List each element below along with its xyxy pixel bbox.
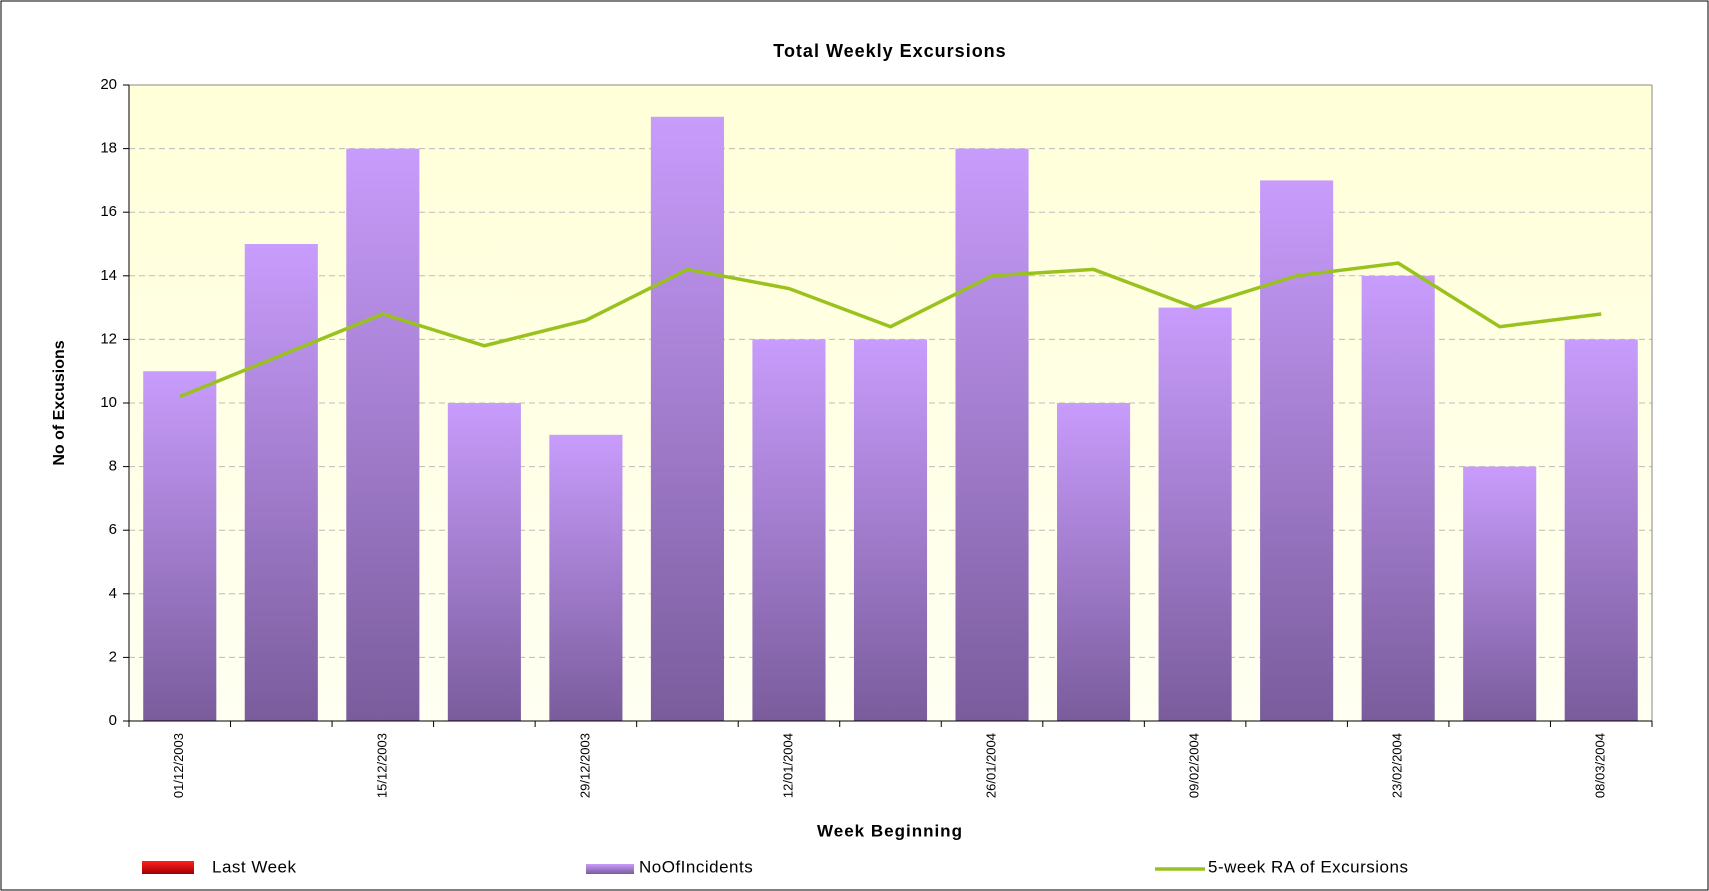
y-tick-label: 12 bbox=[100, 330, 117, 347]
y-tick-label: 8 bbox=[109, 458, 117, 475]
line bbox=[179, 261, 1602, 399]
y-tick-label: 14 bbox=[100, 267, 117, 284]
bar bbox=[1158, 307, 1232, 721]
bar bbox=[447, 403, 521, 721]
x-tick-label: 01/12/2003 bbox=[171, 733, 186, 798]
bar bbox=[1564, 339, 1638, 721]
legend-label: Last Week bbox=[212, 857, 297, 876]
x-tick-label: 08/03/2004 bbox=[1593, 733, 1608, 798]
x-tick-label: 15/12/2003 bbox=[374, 733, 389, 798]
x-tick-label: 09/02/2004 bbox=[1187, 733, 1202, 798]
bar bbox=[1361, 275, 1435, 721]
y-axis-label: No of Excusions bbox=[51, 340, 68, 465]
bar bbox=[549, 434, 623, 721]
y-tick-label: 0 bbox=[109, 712, 117, 729]
y-tick-label: 4 bbox=[109, 585, 117, 602]
x-tick-label: 23/02/2004 bbox=[1390, 733, 1405, 798]
legend-swatch bbox=[142, 861, 194, 874]
y-tick-label: 2 bbox=[109, 648, 117, 665]
legend-label: NoOfIncidents bbox=[639, 857, 753, 876]
chart-title: Total Weekly Excursions bbox=[773, 41, 1006, 61]
y-tick-label: 6 bbox=[109, 521, 117, 538]
bar bbox=[853, 339, 928, 721]
bar bbox=[1260, 180, 1334, 721]
legend-swatch bbox=[586, 864, 634, 874]
bar bbox=[752, 339, 826, 721]
bar bbox=[955, 148, 1029, 722]
bar bbox=[1463, 466, 1537, 721]
bar bbox=[244, 244, 318, 721]
bar bbox=[650, 116, 724, 722]
bar bbox=[346, 148, 420, 722]
y-tick-label: 20 bbox=[100, 76, 117, 93]
bar bbox=[143, 371, 217, 721]
x-tick-label: 26/01/2004 bbox=[983, 733, 998, 798]
legend-label: 5-week RA of Excursions bbox=[1208, 857, 1408, 876]
y-tick-label: 10 bbox=[100, 394, 117, 411]
y-tick-label: 18 bbox=[100, 140, 117, 157]
x-tick-label: 29/12/2003 bbox=[577, 733, 592, 798]
bar bbox=[1057, 403, 1131, 721]
y-tick-label: 16 bbox=[100, 203, 117, 220]
x-tick-label: 12/01/2004 bbox=[780, 733, 795, 798]
x-axis-label: Week Beginning bbox=[817, 821, 963, 840]
